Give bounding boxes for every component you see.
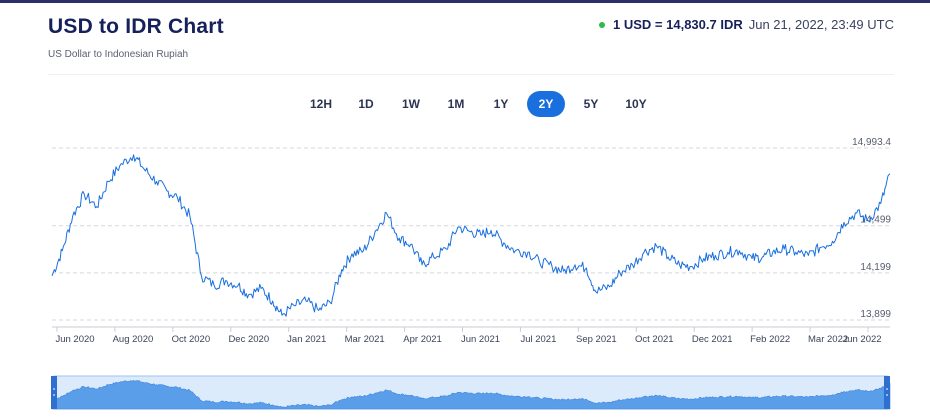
range-navigator[interactable] <box>51 375 891 410</box>
range-tabs: 12H 1D 1W 1M 1Y 2Y 5Y 10Y <box>302 91 662 117</box>
rate-timestamp: Jun 21, 2022, 23:49 UTC <box>748 17 894 32</box>
navigator-right-handle[interactable] <box>884 376 890 409</box>
x-axis-ticks: Jun 2020 Aug 2020 Oct 2020 Dec 2020 Jan 2021… <box>55 327 882 345</box>
y-tick-label: 14,199 <box>860 262 891 273</box>
tab-1d[interactable]: 1D <box>358 97 374 111</box>
x-tick-label: Feb 2022 <box>750 334 790 345</box>
x-tick-label: Jun 2022 <box>842 334 881 345</box>
tab-1w[interactable]: 1W <box>402 97 420 111</box>
x-tick-label: Aug 2020 <box>113 334 154 345</box>
chart-gridlines <box>52 147 890 321</box>
y-tick-label: 14,499 <box>860 215 891 226</box>
page-title: USD to IDR Chart <box>48 15 224 38</box>
x-tick-label: Jun 2021 <box>461 334 500 345</box>
y-axis-labels: 14,993.4 14,499 14,199 13,899 <box>852 137 891 320</box>
top-border <box>0 0 930 3</box>
rate-readout: 1 USD = 14,830.7 IDR Jun 21, 2022, 23:49… <box>599 17 894 32</box>
tab-10y[interactable]: 10Y <box>625 97 647 111</box>
tab-1m[interactable]: 1M <box>447 97 465 111</box>
x-tick-label: Dec 2021 <box>692 334 733 345</box>
rate-value: 1 USD = 14,830.7 IDR <box>613 17 743 32</box>
tab-5y[interactable]: 5Y <box>583 97 599 111</box>
header-divider <box>48 74 894 75</box>
series-line-usd-idr <box>51 154 891 317</box>
x-tick-label: Oct 2021 <box>635 334 674 345</box>
x-tick-label: Sep 2021 <box>576 334 617 345</box>
navigator-left-handle[interactable] <box>51 376 57 409</box>
x-tick-label: Mar 2022 <box>808 334 848 345</box>
tab-2y[interactable]: 2Y <box>527 91 565 117</box>
tab-12h[interactable]: 12H <box>309 97 332 111</box>
x-tick-label: Jun 2020 <box>55 334 94 345</box>
y-tick-label: 13,899 <box>860 309 891 320</box>
x-tick-label: Dec 2020 <box>228 334 269 345</box>
navigator-area <box>51 379 891 410</box>
live-status-dot <box>599 21 606 28</box>
x-tick-label: Oct 2020 <box>172 334 211 345</box>
x-tick-label: Jul 2021 <box>520 334 556 345</box>
tab-1y[interactable]: 1Y <box>493 97 509 111</box>
page-subtitle: US Dollar to Indonesian Rupiah <box>48 49 189 60</box>
y-tick-label: 14,993.4 <box>852 137 891 148</box>
x-tick-label: Apr 2021 <box>403 334 442 345</box>
x-tick-label: Mar 2021 <box>345 334 385 345</box>
x-tick-label: Jan 2021 <box>287 334 326 345</box>
